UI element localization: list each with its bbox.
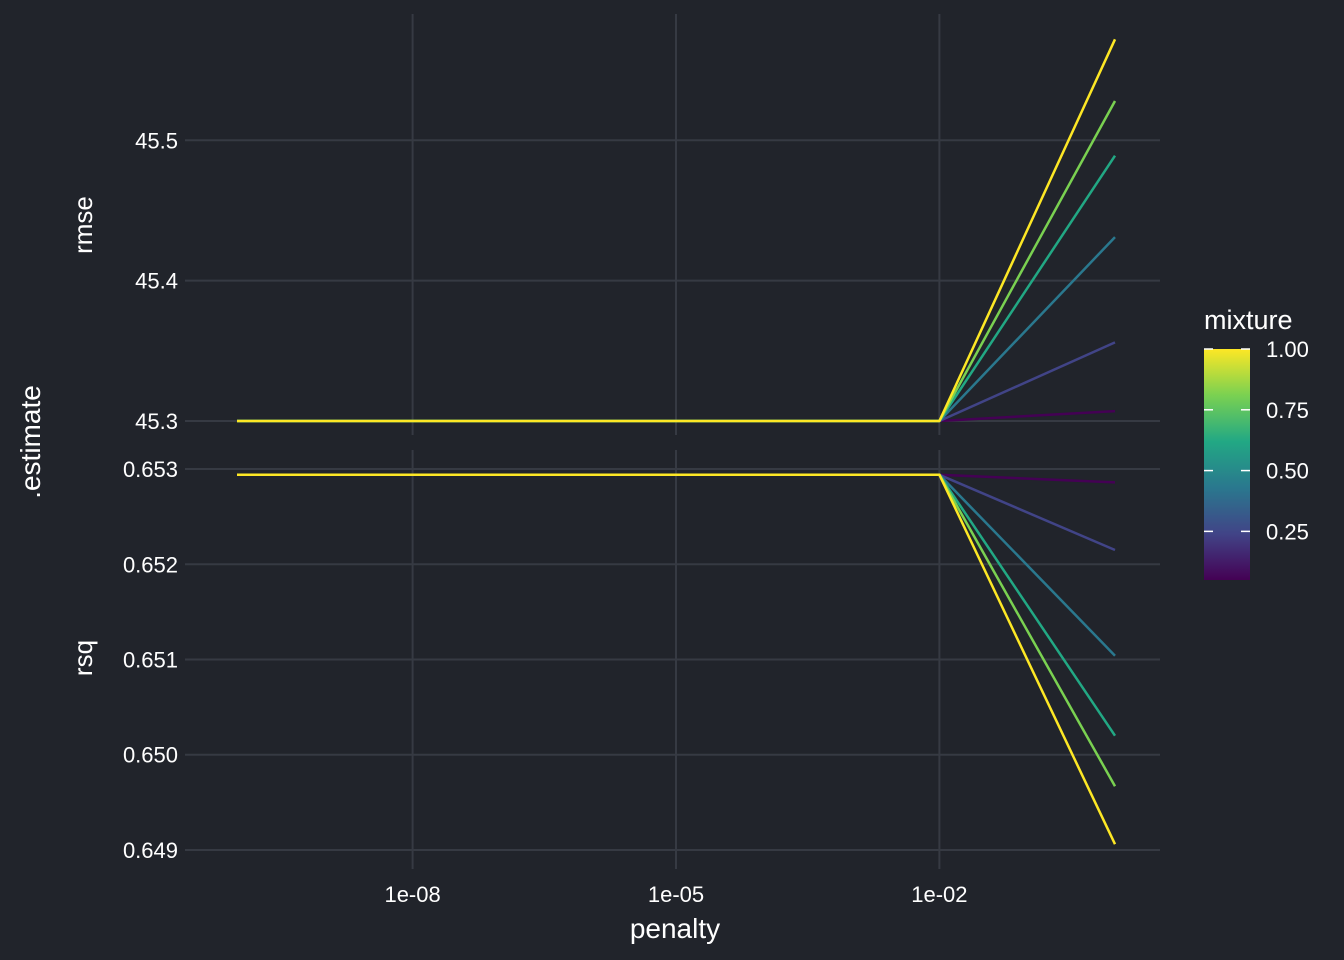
y-tick-label: 45.5 xyxy=(135,128,178,153)
y-tick-label: 45.4 xyxy=(135,269,178,294)
x-axis-title: penalty xyxy=(630,913,720,944)
y-tick-label: 0.650 xyxy=(123,743,178,768)
legend-colorbar xyxy=(1204,349,1250,580)
y-tick-label: 0.653 xyxy=(123,457,178,482)
legend-tick-label: 1.00 xyxy=(1266,337,1309,362)
y-axis-title: .estimate xyxy=(15,385,46,499)
strip-label-rsq: rsq xyxy=(68,640,98,676)
x-tick-label: 1e-08 xyxy=(384,882,440,907)
legend-title: mixture xyxy=(1204,305,1293,335)
x-axis-ticks: 1e-08 1e-05 1e-02 xyxy=(384,882,967,907)
series-line-mixture-1 xyxy=(237,38,1117,423)
rsq-panel: 0.649 0.650 0.651 0.652 0.653 xyxy=(123,450,1160,869)
legend-tick-label: 0.50 xyxy=(1266,459,1309,484)
x-tick-label: 1e-02 xyxy=(911,882,967,907)
legend: mixture 1.00 0.75 0.50 0.25 xyxy=(1204,305,1309,580)
y-tick-label: 0.651 xyxy=(123,648,178,673)
x-tick-label: 1e-05 xyxy=(648,882,704,907)
y-tick-label: 45.3 xyxy=(135,409,178,434)
y-tick-label: 0.652 xyxy=(123,552,178,577)
y-tick-label: 0.649 xyxy=(123,838,178,863)
legend-tick-label: 0.75 xyxy=(1266,398,1309,423)
legend-tick-label: 0.25 xyxy=(1266,519,1309,544)
strip-label-rmse: rmse xyxy=(68,196,98,254)
rmse-panel: 45.3 45.4 45.5 xyxy=(135,14,1160,435)
series-line-mixture-1 xyxy=(237,473,1117,845)
